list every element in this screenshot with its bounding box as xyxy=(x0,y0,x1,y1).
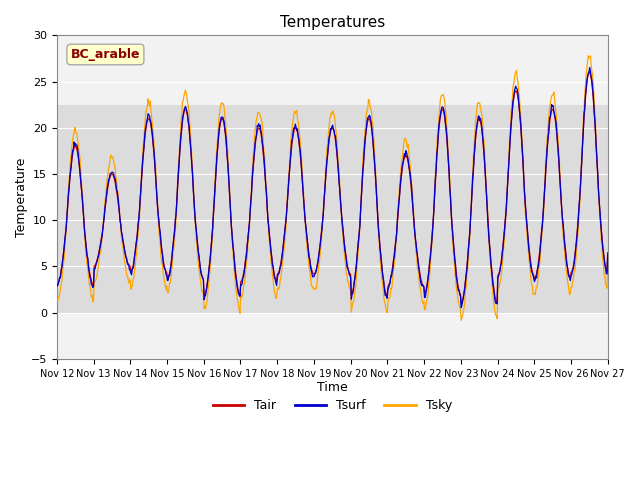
Y-axis label: Temperature: Temperature xyxy=(15,157,28,237)
X-axis label: Time: Time xyxy=(317,382,348,395)
Legend: Tair, Tsurf, Tsky: Tair, Tsurf, Tsky xyxy=(208,395,457,418)
Title: Temperatures: Temperatures xyxy=(280,15,385,30)
Text: BC_arable: BC_arable xyxy=(70,48,140,61)
Bar xyxy=(57,105,608,312)
